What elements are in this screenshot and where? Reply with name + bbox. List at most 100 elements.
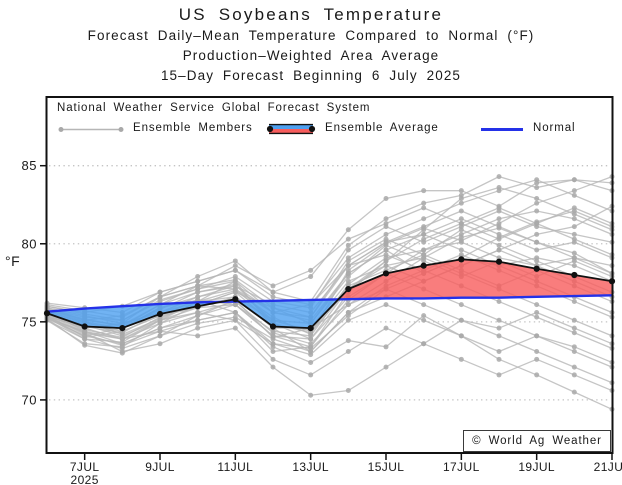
ensemble-average-dot	[495, 258, 503, 265]
ensemble-member-dot	[270, 349, 276, 355]
ensemble-member-dot	[458, 208, 464, 214]
ensemble-member-dot	[534, 180, 540, 186]
ensemble-member-dot	[571, 188, 577, 194]
ensemble-average-dot	[81, 323, 88, 330]
ensemble-average-dot	[533, 265, 540, 272]
ensemble-member-dot	[270, 356, 276, 362]
chart-subtitle-3: 15–Day Forecast Beginning 6 July 2025	[160, 68, 462, 83]
ensemble-member-dot	[571, 177, 577, 183]
ensemble-average-legend-icon	[266, 123, 316, 135]
ensemble-member-dot	[571, 325, 577, 331]
ensemble-member-dot	[308, 274, 314, 280]
ensemble-member-dot	[534, 356, 540, 362]
ensemble-member-dot	[496, 317, 502, 323]
ensemble-member-dot	[571, 205, 577, 211]
ensemble-average-dot	[420, 262, 427, 269]
ensemble-member-dot	[119, 336, 125, 342]
ensemble-member-dot	[458, 216, 464, 222]
ensemble-member-dot	[383, 247, 389, 253]
ensemble-member-dot	[308, 372, 314, 378]
copyright-watermark: © World Ag Weather	[463, 430, 611, 452]
ensemble-member-dot	[270, 333, 276, 339]
ensemble-member-dot	[308, 359, 314, 365]
ensemble-member-dot	[345, 317, 351, 323]
ensemble-member-dot	[496, 247, 502, 253]
ensemble-member-dot	[421, 216, 427, 222]
ensemble-member-dot	[496, 356, 502, 362]
ensemble-member-dot	[383, 216, 389, 222]
ensemble-member-dot	[195, 278, 201, 284]
normal-line	[46, 294, 613, 313]
ensemble-member-dot	[345, 258, 351, 264]
ensemble-member-dot	[496, 174, 502, 180]
ensemble-member-dot	[534, 247, 540, 253]
ensemble-member-line	[46, 179, 613, 314]
ensemble-member-dot	[571, 330, 577, 336]
ensemble-member-dot	[232, 317, 238, 323]
ensemble-average-dot	[345, 285, 352, 293]
ensemble-member-dot	[345, 227, 351, 233]
ensemble-member-dot	[383, 364, 389, 370]
ensemble-member-dot	[571, 317, 577, 323]
ensemble-member-dot	[571, 224, 577, 230]
ensemble-member-dot	[232, 325, 238, 331]
ensemble-member-dot	[270, 283, 276, 289]
ensemble-member-dot	[534, 333, 540, 339]
y-tick-label: 75	[22, 314, 37, 329]
ensemble-member-dot	[270, 289, 276, 295]
ensemble-member-dot	[571, 263, 577, 269]
ensemble-member-dot	[383, 231, 389, 237]
ensemble-average-dot	[269, 323, 277, 330]
x-tick-label: 7JUL	[70, 460, 100, 474]
ensemble-member-dot	[571, 344, 577, 350]
x-tick-label: 13JUL	[292, 460, 329, 474]
ensemble-member-line	[46, 269, 613, 353]
ensemble-member-dot	[270, 341, 276, 347]
ensemble-member-dot	[232, 286, 238, 292]
ensemble-member-dot	[496, 299, 502, 305]
ensemble-member-dot	[383, 344, 389, 350]
ensemble-members-legend-icon	[58, 127, 124, 132]
ensemble-member-dot	[157, 289, 163, 295]
ensemble-member-dot	[571, 389, 577, 395]
ensemble-member-dot	[195, 309, 201, 315]
ensemble-member-dot	[496, 185, 502, 191]
ensemble-member-dot	[157, 341, 163, 347]
ensemble-member-dot	[571, 349, 577, 355]
ensemble-member-dot	[383, 242, 389, 248]
ensemble-member-dot	[458, 252, 464, 258]
ensemble-member-dot	[308, 336, 314, 342]
x-tick-label: 9JUL	[145, 460, 175, 474]
ensemble-member-dot	[421, 227, 427, 233]
ensemble-member-dot	[195, 333, 201, 339]
ensemble-member-dot	[458, 200, 464, 206]
ensemble-member-dot	[232, 267, 238, 273]
ensemble-member-dot	[571, 236, 577, 242]
ensemble-member-dot	[345, 302, 351, 308]
ensemble-member-dot	[82, 333, 88, 339]
ensemble-member-dot	[421, 205, 427, 211]
ensemble-member-dot	[534, 231, 540, 237]
ensemble-member-dot	[534, 220, 540, 226]
ensemble-member-dot	[421, 236, 427, 242]
ensemble-member-dot	[458, 231, 464, 237]
ensemble-member-dot	[345, 388, 351, 394]
ensemble-member-dot	[571, 299, 577, 305]
ensemble-member-dot	[571, 250, 577, 256]
ensemble-member-dot	[496, 242, 502, 248]
ensemble-member-dot	[458, 195, 464, 201]
ensemble-member-dot	[458, 220, 464, 226]
ensemble-member-dot	[458, 247, 464, 253]
ensemble-member-dot	[383, 195, 389, 201]
ensemble-member-dot	[421, 341, 427, 347]
ensemble-member-dot	[383, 236, 389, 242]
ensemble-member-dot	[496, 333, 502, 339]
y-axis-label: °F	[5, 253, 21, 269]
y-tick-label: 85	[22, 158, 37, 173]
legend-label-ensemble-average: Ensemble Average	[325, 122, 439, 134]
ensemble-member-dot	[534, 239, 540, 245]
ensemble-member-dot	[195, 274, 201, 280]
x-tick-label: 19JUL	[518, 460, 555, 474]
ensemble-member-dot	[571, 364, 577, 370]
